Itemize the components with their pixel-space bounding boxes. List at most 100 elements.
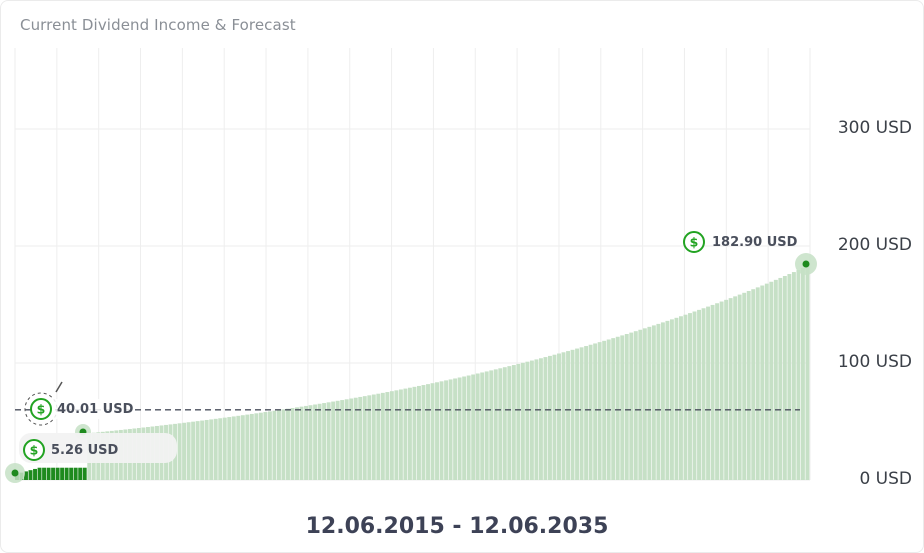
bar-forecast: [755, 287, 760, 480]
bar-forecast: [258, 412, 263, 480]
bar-forecast: [376, 393, 381, 480]
bar-forecast: [638, 329, 643, 480]
bar-forecast: [489, 370, 494, 480]
bar-forecast: [263, 412, 268, 480]
bar-forecast: [177, 423, 182, 480]
bar-forecast: [371, 394, 376, 480]
bar-forecast: [484, 371, 489, 480]
bar-forecast: [430, 383, 435, 480]
bar-forecast: [642, 328, 647, 480]
bar-forecast: [570, 349, 575, 480]
bar-forecast: [182, 422, 187, 480]
bar-forecast: [529, 360, 534, 480]
bar-forecast: [683, 314, 688, 480]
annotation-label: 182.90 USD: [712, 235, 798, 250]
bar-forecast: [281, 409, 286, 480]
bar-forecast: [480, 372, 485, 480]
bar-forecast: [191, 421, 196, 480]
bar-forecast: [389, 391, 394, 480]
bar-paid: [24, 471, 28, 480]
bar-forecast: [295, 407, 299, 480]
bar-forecast: [629, 332, 634, 480]
chart-title: Current Dividend Income & Forecast: [20, 16, 296, 34]
bar-forecast: [724, 299, 729, 480]
bar-forecast: [525, 361, 530, 480]
bar-forecast: [313, 404, 318, 480]
bar-forecast: [204, 419, 209, 480]
bar-forecast: [209, 419, 214, 480]
value-annotation: 5.26 USD: [19, 433, 177, 463]
annotation-label: 40.01 USD: [57, 402, 134, 417]
bar-forecast: [317, 403, 322, 480]
bar-forecast: [435, 382, 440, 480]
bar-forecast: [276, 410, 281, 480]
bar-forecast: [362, 396, 367, 480]
bar-forecast: [245, 414, 250, 480]
bar-forecast: [236, 415, 241, 480]
bar-forecast: [692, 311, 697, 480]
bar-forecast: [417, 385, 421, 480]
bar-forecast: [742, 292, 747, 480]
bar-forecast: [453, 378, 458, 480]
bar-paid: [42, 467, 47, 480]
bar-forecast: [507, 366, 512, 480]
bar-forecast: [331, 401, 336, 480]
bar-forecast: [272, 410, 277, 480]
bar-forecast: [651, 325, 656, 480]
bar-forecast: [769, 281, 774, 480]
bar-paid: [64, 467, 69, 480]
bar-forecast: [326, 402, 331, 480]
overlay: 5.26 USD $40.01 USD $182.90 USD $: [5, 231, 817, 483]
bar-forecast: [791, 272, 796, 480]
bar-forecast: [647, 326, 652, 480]
bar-forecast: [620, 335, 625, 480]
bar-forecast: [764, 283, 769, 480]
bar-forecast: [733, 296, 738, 480]
bar-forecast: [466, 375, 471, 480]
bar-forecast: [669, 319, 674, 480]
bar-forecast: [679, 316, 683, 480]
bar-forecast: [746, 291, 751, 480]
bar-paid: [51, 467, 56, 480]
bar-paid: [28, 470, 33, 480]
bar-forecast: [656, 323, 661, 480]
bar-forecast: [493, 369, 498, 480]
bar-forecast: [719, 301, 724, 480]
bar-forecast: [615, 336, 620, 480]
bar-forecast: [353, 397, 358, 480]
bar-paid: [60, 467, 65, 480]
bar-forecast: [340, 400, 345, 480]
bar-forecast: [462, 376, 467, 480]
annotation-label: 5.26 USD: [51, 443, 119, 458]
bar-forecast: [367, 395, 372, 480]
bar-forecast: [552, 354, 557, 480]
bar-forecast: [511, 365, 516, 480]
bar-forecast: [665, 320, 670, 480]
y-tick-label: 300 USD: [837, 118, 912, 138]
bar-forecast: [308, 405, 313, 480]
bar-paid: [55, 467, 60, 480]
bar-forecast: [633, 331, 638, 480]
bar-forecast: [543, 357, 548, 480]
svg-text:$: $: [690, 235, 699, 250]
bar-forecast: [349, 398, 354, 480]
y-tick-label: 100 USD: [837, 352, 912, 372]
bar-forecast: [335, 400, 340, 480]
bar-forecast: [566, 351, 570, 480]
bar-forecast: [299, 406, 304, 480]
bar-forecast: [385, 392, 390, 480]
bar-forecast: [534, 359, 539, 480]
bar-forecast: [322, 403, 327, 480]
bar-forecast: [557, 353, 561, 480]
bar-forecast: [728, 298, 733, 480]
bar-paid: [37, 467, 42, 480]
dollar-circle-icon: $: [23, 439, 45, 461]
bar-forecast: [782, 275, 787, 480]
bar-forecast: [227, 417, 232, 480]
bar-forecast: [448, 379, 453, 480]
bar-forecast: [358, 396, 363, 480]
bar-forecast: [593, 343, 598, 480]
bar-forecast: [697, 309, 701, 480]
bar-forecast: [516, 363, 521, 480]
bar-paid: [46, 467, 51, 480]
